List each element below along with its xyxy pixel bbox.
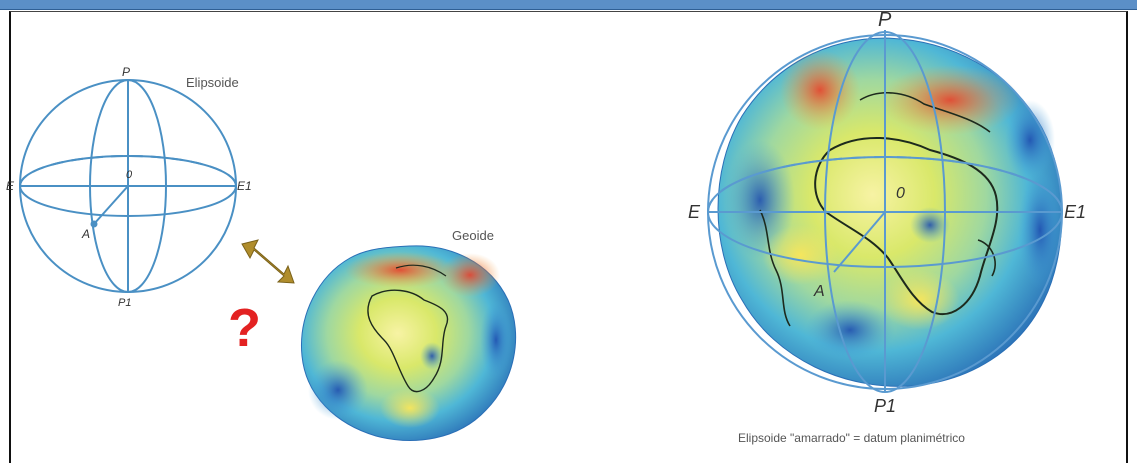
anchored-ellipsoid-wireframe [707, 30, 1063, 393]
ellipsoid-schematic [19, 79, 237, 293]
top-border-bar [0, 0, 1137, 10]
ellipsoid-label-0: 0 [126, 169, 133, 181]
globe-label-p1: P1 [874, 396, 896, 416]
big-radius-to-a [833, 211, 886, 273]
ellipsoid-label-e: E [6, 179, 15, 193]
globe-label-p: P [878, 9, 892, 31]
globe-label-e: E [688, 202, 701, 222]
geoid-title: Geoide [452, 228, 494, 243]
globe-caption: Elipsoide "amarrado" = datum planimétric… [738, 431, 965, 445]
ellipsoid-title: Elipsoide [186, 75, 239, 90]
ellipsoid-label-a: A [81, 227, 90, 241]
ellipsoid-label-e1: E1 [237, 179, 252, 193]
globe-label-e1: E1 [1064, 202, 1086, 222]
double-arrow-icon [241, 239, 295, 284]
globe-label-0: 0 [896, 185, 905, 202]
big-meridian [824, 31, 946, 393]
point-a-marker [90, 220, 98, 228]
radius-to-a [93, 185, 129, 225]
globe-label-a: A [813, 283, 825, 300]
ellipsoid-label-p: P [122, 65, 130, 79]
geoid-globe [300, 245, 517, 441]
question-mark-icon: ? [228, 298, 261, 358]
meridian-ellipse [89, 79, 167, 293]
ellipsoid-label-p1: P1 [118, 297, 131, 309]
